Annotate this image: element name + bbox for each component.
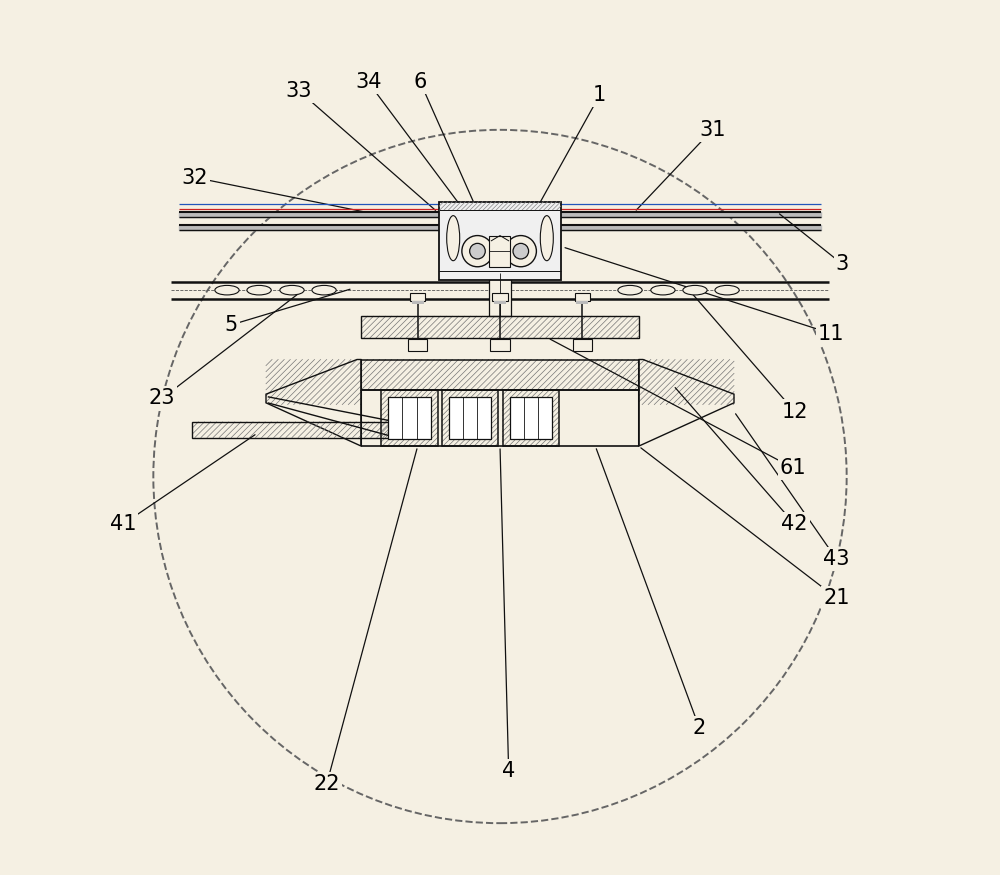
Ellipse shape: [618, 285, 642, 295]
Bar: [388, 396, 431, 439]
Text: 1: 1: [593, 85, 606, 105]
Circle shape: [505, 235, 536, 267]
Text: 5: 5: [225, 315, 238, 335]
Bar: [494, 301, 506, 304]
Bar: [510, 396, 552, 439]
Bar: [410, 293, 425, 301]
Bar: [192, 422, 396, 438]
Ellipse shape: [215, 285, 239, 295]
Text: 2: 2: [693, 718, 706, 738]
Text: 6: 6: [414, 72, 427, 92]
Circle shape: [470, 243, 485, 259]
Text: 33: 33: [286, 80, 312, 101]
Text: 42: 42: [781, 514, 808, 534]
Bar: [412, 301, 424, 304]
Ellipse shape: [312, 285, 336, 295]
Text: 32: 32: [182, 167, 208, 187]
Bar: [361, 316, 639, 338]
Text: 34: 34: [355, 72, 382, 92]
Text: 12: 12: [781, 402, 808, 422]
Bar: [489, 235, 510, 267]
Text: 22: 22: [313, 774, 340, 794]
Text: 23: 23: [149, 388, 175, 409]
Bar: [439, 202, 561, 280]
Bar: [576, 301, 588, 304]
Ellipse shape: [715, 285, 739, 295]
Text: 43: 43: [823, 549, 850, 569]
Bar: [449, 396, 491, 439]
Text: 31: 31: [699, 120, 726, 140]
Bar: [408, 339, 427, 351]
Bar: [442, 390, 498, 446]
Ellipse shape: [447, 215, 460, 261]
Ellipse shape: [280, 285, 304, 295]
Bar: [573, 339, 592, 351]
Text: 4: 4: [502, 761, 515, 781]
Text: 21: 21: [823, 588, 850, 608]
Bar: [489, 273, 511, 316]
Text: 61: 61: [780, 458, 806, 478]
Ellipse shape: [247, 285, 271, 295]
Text: 41: 41: [110, 514, 136, 534]
Bar: [381, 390, 438, 446]
Bar: [492, 293, 508, 301]
Bar: [575, 293, 590, 301]
Circle shape: [513, 243, 529, 259]
Bar: [503, 390, 559, 446]
Ellipse shape: [651, 285, 675, 295]
Bar: [361, 360, 639, 390]
Ellipse shape: [683, 285, 707, 295]
Circle shape: [462, 235, 493, 267]
Text: 3: 3: [836, 254, 849, 274]
Bar: [490, 339, 510, 351]
Ellipse shape: [540, 215, 553, 261]
Text: 11: 11: [818, 324, 844, 344]
